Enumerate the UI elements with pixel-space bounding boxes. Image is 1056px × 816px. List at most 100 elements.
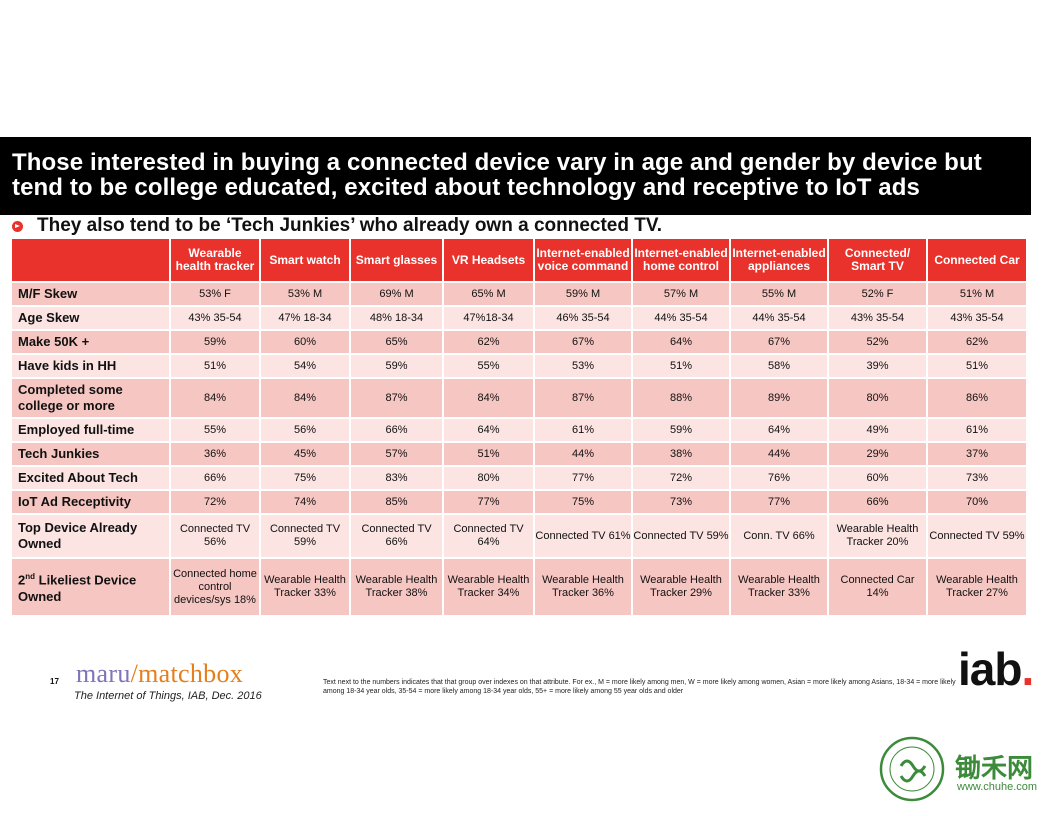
table-cell: 86%: [926, 377, 1028, 419]
table-cell: 47%18-34: [442, 305, 535, 331]
page-number: 17: [50, 677, 59, 686]
row-label: IoT Ad Receptivity: [10, 489, 171, 515]
row-label: Excited About Tech: [10, 465, 171, 491]
row-label: Top Device Already Owned: [10, 513, 171, 559]
table-cell: 62%: [442, 329, 535, 355]
table-cell: Connected TV 66%: [349, 513, 444, 559]
column-header: Smart watch: [259, 237, 351, 283]
table-cell: 80%: [442, 465, 535, 491]
table-cell: 84%: [259, 377, 351, 419]
table-cell: 38%: [631, 441, 731, 467]
table-cell: 53% M: [259, 281, 351, 307]
table-cell: Wearable Health Tracker 27%: [926, 557, 1028, 617]
row-label: Age Skew: [10, 305, 171, 331]
table-cell: Wearable Health Tracker 33%: [259, 557, 351, 617]
row-label: Employed full-time: [10, 417, 171, 443]
table-header-row: Wearable health tracker Smart watch Smar…: [10, 237, 1028, 283]
table-cell: 43% 35-54: [169, 305, 261, 331]
subtitle: They also tend to be ‘Tech Junkies’ who …: [37, 215, 663, 236]
table-cell: 43% 35-54: [827, 305, 928, 331]
footnote: Text next to the numbers indicates that …: [323, 679, 956, 695]
table-cell: 53% F: [169, 281, 261, 307]
table-row: Have kids in HH 51% 54% 59% 55% 53% 51% 58% 39% 5…: [10, 353, 1028, 379]
table-cell: Wearable Health Tracker 34%: [442, 557, 535, 617]
chuhe-badge-icon: [879, 736, 945, 802]
table-cell: 83%: [349, 465, 444, 491]
column-header: Connected/ Smart TV: [827, 237, 928, 283]
table-cell: 65% M: [442, 281, 535, 307]
column-header: Connected Car: [926, 237, 1028, 283]
table-cell: 75%: [259, 465, 351, 491]
table-cell: 70%: [926, 489, 1028, 515]
table-cell: 51%: [169, 353, 261, 379]
table-cell: 43% 35-54: [926, 305, 1028, 331]
table-cell: 77%: [729, 489, 829, 515]
table-cell: 51%: [926, 353, 1028, 379]
table-cell: 73%: [926, 465, 1028, 491]
table-cell: Wearable Health Tracker 36%: [533, 557, 633, 617]
subtitle-line: They also tend to be ‘Tech Junkies’ who …: [12, 215, 663, 236]
chuhe-url: www.chuhe.com: [957, 781, 1038, 793]
table-cell: Connected TV 59%: [631, 513, 731, 559]
table-cell: 57%: [349, 441, 444, 467]
table-row: Age Skew 43% 35-54 47% 18-34 48% 18-34 47%18…: [10, 305, 1028, 331]
row-label: Tech Junkies: [10, 441, 171, 467]
table-cell: 56%: [259, 417, 351, 443]
table-cell: Connected TV 59%: [926, 513, 1028, 559]
table-cell: 72%: [169, 489, 261, 515]
table-row: Excited About Tech 66% 75% 83% 80% 77% 72% 76% 6…: [10, 465, 1028, 491]
table-row: Tech Junkies 36% 45% 57% 51% 44% 38% 44% 29% 37%: [10, 441, 1028, 467]
table-cell: 64%: [631, 329, 731, 355]
table-cell: 73%: [631, 489, 731, 515]
table-cell: 77%: [442, 489, 535, 515]
table-cell: Connected TV 61%: [533, 513, 633, 559]
table-cell: 67%: [533, 329, 633, 355]
table-cell: 54%: [259, 353, 351, 379]
table-cell: 44% 35-54: [631, 305, 731, 331]
device-profile-table: Wearable health tracker Smart watch Smar…: [10, 237, 1028, 617]
table-cell: 87%: [533, 377, 633, 419]
table-cell: 44%: [729, 441, 829, 467]
table-cell: Wearable Health Tracker 20%: [827, 513, 928, 559]
column-header: VR Headsets: [442, 237, 535, 283]
table-cell: 59%: [631, 417, 731, 443]
table-cell: 64%: [442, 417, 535, 443]
table-cell: 36%: [169, 441, 261, 467]
table-cell: 55% M: [729, 281, 829, 307]
table-cell: 72%: [631, 465, 731, 491]
table-cell: 67%: [729, 329, 829, 355]
table-cell: 87%: [349, 377, 444, 419]
table-cell: Wearable Health Tracker 33%: [729, 557, 829, 617]
table-cell: 44% 35-54: [729, 305, 829, 331]
table-cell: 37%: [926, 441, 1028, 467]
table-cell: 51%: [442, 441, 535, 467]
table-row: Completed some college or more 84% 84% 87% 8…: [10, 377, 1028, 419]
table-cell: 52%: [827, 329, 928, 355]
table-cell: 51%: [631, 353, 731, 379]
table-cell: 60%: [259, 329, 351, 355]
maru-matchbox-logo: maru/matchbox: [76, 659, 244, 688]
row-label: M/F Skew: [10, 281, 171, 307]
table-cell: 89%: [729, 377, 829, 419]
table-cell: 64%: [729, 417, 829, 443]
table-cell: 53%: [533, 353, 633, 379]
iab-logo: iab.: [958, 643, 1034, 695]
table-cell: 29%: [827, 441, 928, 467]
table-cell: 84%: [169, 377, 261, 419]
table-row: IoT Ad Receptivity 72% 74% 85% 77% 75% 73% 77% 6…: [10, 489, 1028, 515]
table-cell: Wearable Health Tracker 29%: [631, 557, 731, 617]
table-cell: 66%: [827, 489, 928, 515]
column-header: Wearable health tracker: [169, 237, 261, 283]
table-cell: Wearable Health Tracker 38%: [349, 557, 444, 617]
table-cell: Connected TV 64%: [442, 513, 535, 559]
row-label: 2nd Likeliest Device Owned: [10, 557, 171, 617]
table-row: Make 50K +59% 60% 65% 62% 67% 64% 67% 52% 62%: [10, 329, 1028, 355]
table-cell: 39%: [827, 353, 928, 379]
table-cell: 66%: [349, 417, 444, 443]
table-cell: 65%: [349, 329, 444, 355]
table-cell: 61%: [533, 417, 633, 443]
table-cell: 85%: [349, 489, 444, 515]
table-cell: 59% M: [533, 281, 633, 307]
table-cell: 76%: [729, 465, 829, 491]
table-cell: 74%: [259, 489, 351, 515]
